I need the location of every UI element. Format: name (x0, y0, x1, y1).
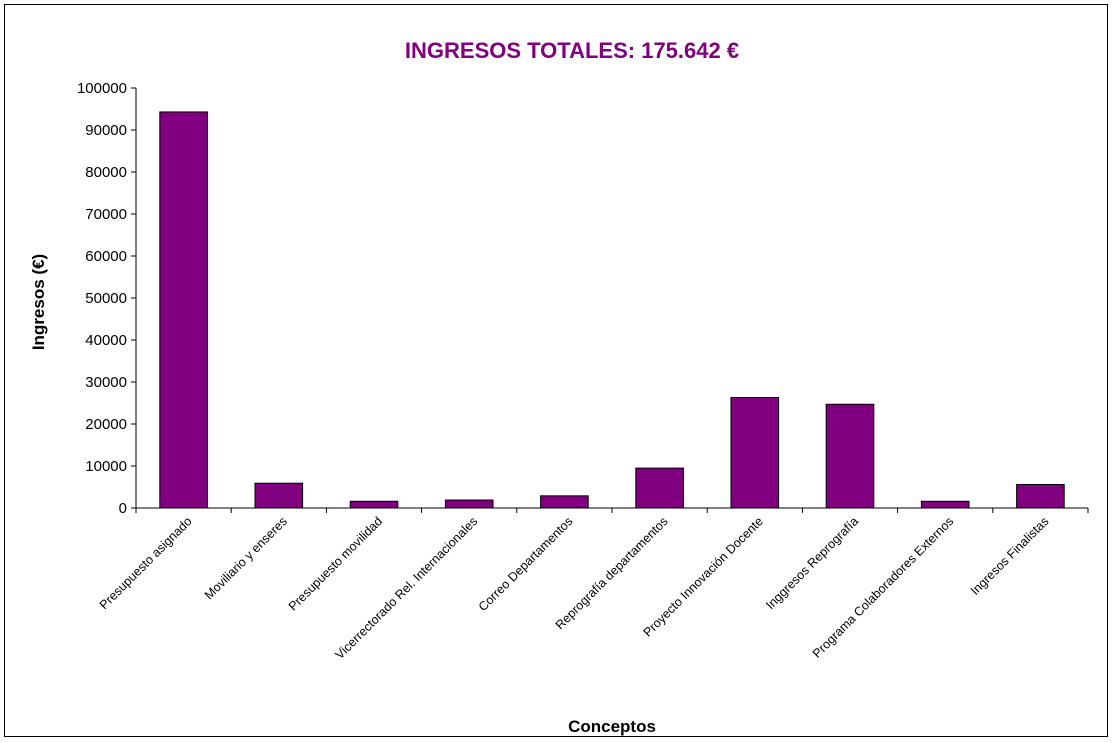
bar (159, 111, 208, 509)
y-tick-label: 80000 (85, 164, 127, 181)
y-tick-label: 100000 (77, 80, 127, 97)
bar (1016, 483, 1065, 509)
bar (635, 467, 684, 509)
y-tick-label: 50000 (85, 290, 127, 307)
x-category-label: Correo Departamentos (476, 514, 576, 614)
bar (349, 500, 399, 509)
y-tick-label: 30000 (85, 374, 127, 391)
y-axis-title: Ingresos (€) (29, 254, 48, 350)
bar (254, 482, 304, 509)
x-category-label: Inggresos Reprografía (763, 514, 861, 612)
y-tick-label: 70000 (85, 206, 127, 223)
bar (825, 403, 875, 509)
x-category-label: Ingresos Finalistas (968, 514, 1052, 598)
bar-chart: INGRESOS TOTALES: 175.642 € Ingresos (€)… (29, 38, 1089, 736)
y-tick-label: 10000 (85, 458, 127, 475)
x-category-label: Reprografía departamentos (553, 514, 671, 632)
chart-title: INGRESOS TOTALES: 175.642 € (405, 38, 739, 63)
plot-area: 0 10000 20000 30000 40000 50000 60000 70000 8000… (77, 80, 1089, 662)
y-tick-label: 40000 (85, 332, 127, 349)
bar (444, 499, 494, 509)
y-tick-label: 0 (119, 500, 127, 517)
bar (920, 500, 970, 509)
bar (540, 495, 589, 509)
y-tick-label: 90000 (85, 122, 127, 139)
y-tick-label: 60000 (85, 248, 127, 265)
x-category-label: Presupuesto asignado (97, 514, 195, 612)
x-axis-title: Conceptos (568, 717, 656, 736)
bar (730, 397, 780, 509)
x-category-label: Moviliario y enseres (202, 514, 290, 602)
y-tick-label: 20000 (85, 416, 127, 433)
chart-frame: INGRESOS TOTALES: 175.642 € Ingresos (€)… (4, 4, 1108, 737)
x-category-label: Presupuesto movilidad (286, 514, 385, 613)
